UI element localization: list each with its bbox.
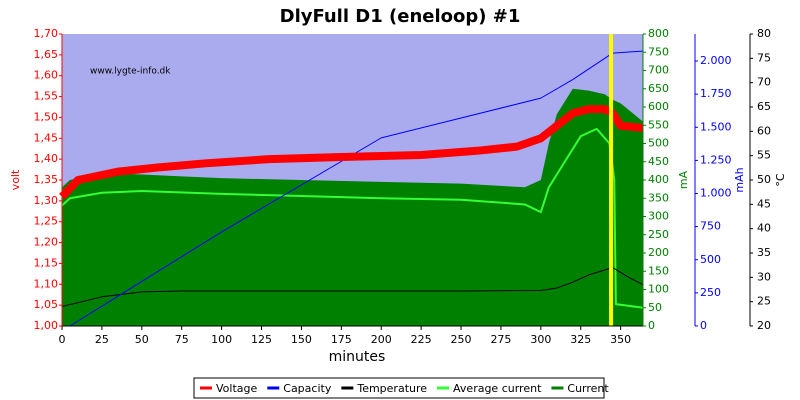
legend-label: Average current: [453, 382, 542, 395]
y-tick-label: 60: [757, 124, 771, 137]
y-tick-label: 650: [648, 82, 669, 95]
y-tick-label: 2.000: [700, 54, 732, 67]
x-tick-label: 350: [610, 333, 631, 346]
y-tick-label: 1,15: [34, 256, 59, 269]
y-tick-label: 700: [648, 64, 669, 77]
annotation: www.lygte-info.dk: [90, 67, 171, 77]
x-tick-label: 75: [175, 333, 189, 346]
chart-title: DlyFull D1 (eneloop) #1: [280, 6, 521, 27]
area: [62, 88, 643, 326]
y-tick-label: 450: [648, 155, 669, 168]
y-tick-label: 1,00: [34, 319, 59, 332]
legend-label: Current: [567, 382, 609, 395]
y-axis-label: mAh: [733, 167, 746, 192]
y-tick-label: 1,70: [34, 27, 59, 40]
y-tick-label: 1,05: [34, 298, 59, 311]
y-tick-label: 0: [648, 319, 655, 332]
legend-label: Capacity: [283, 382, 332, 395]
y-tick-label: 100: [648, 283, 669, 296]
line: [61, 267, 644, 308]
line: [59, 105, 644, 200]
y-tick-label: 200: [648, 246, 669, 259]
y-tick-label: 350: [648, 191, 669, 204]
x-tick-label: 225: [411, 333, 432, 346]
y-tick-label: 1,45: [34, 131, 59, 144]
y-tick-label: 50: [648, 301, 662, 314]
x-tick-label: 300: [530, 333, 551, 346]
y-tick-label: 1.750: [700, 87, 732, 100]
x-tick-label: 25: [95, 333, 109, 346]
y-tick-label: 1,60: [34, 69, 59, 82]
y-tick-label: 1,35: [34, 173, 59, 186]
y-tick-label: 1.250: [700, 153, 732, 166]
y-tick-label: 1,30: [34, 194, 59, 207]
y-tick-label: 300: [648, 210, 669, 223]
x-tick-label: 50: [135, 333, 149, 346]
y-tick-label: 35: [757, 246, 771, 259]
y-tick-label: 25: [757, 295, 771, 308]
y-tick-label: 45: [757, 197, 771, 210]
y-tick-label: 80: [757, 27, 771, 40]
y-tick-label: 55: [757, 149, 771, 162]
x-tick-label: 150: [291, 333, 312, 346]
y-tick-label: 50: [757, 173, 771, 186]
y-axis-label: volt: [9, 169, 22, 190]
y-tick-label: 1,50: [34, 110, 59, 123]
y-tick-label: 75: [757, 51, 771, 64]
x-tick-label: 0: [59, 333, 66, 346]
legend: [193, 377, 605, 399]
y-tick-label: 750: [700, 220, 721, 233]
y-tick-label: 1,25: [34, 215, 59, 228]
legend-label: Voltage: [216, 382, 257, 395]
y-tick-label: 1,20: [34, 236, 59, 249]
x-tick-label: 275: [490, 333, 511, 346]
y-axis-label: mA: [677, 170, 690, 189]
y-tick-label: 1,40: [34, 152, 59, 165]
y-axis-label: °C: [774, 173, 787, 187]
y-tick-label: 550: [648, 118, 669, 131]
x-axis-label: minutes: [329, 349, 386, 365]
y-tick-label: 20: [757, 319, 771, 332]
y-tick-label: 600: [648, 100, 669, 113]
x-tick-label: 175: [331, 333, 352, 346]
y-tick-label: 1,65: [34, 48, 59, 61]
y-tick-label: 70: [757, 76, 771, 89]
y-tick-label: 1.500: [700, 120, 732, 133]
x-tick-label: 325: [570, 333, 591, 346]
y-tick-label: 500: [700, 253, 721, 266]
y-tick-label: 800: [648, 27, 669, 40]
y-tick-label: 250: [648, 228, 669, 241]
y-tick-label: 750: [648, 45, 669, 58]
legend-label: Temperature: [356, 382, 427, 395]
x-tick-label: 125: [251, 333, 272, 346]
y-tick-label: 400: [648, 173, 669, 186]
x-tick-label: 100: [211, 333, 232, 346]
y-tick-label: 30: [757, 270, 771, 283]
x-tick-label: 200: [371, 333, 392, 346]
y-tick-label: 1,10: [34, 277, 59, 290]
y-tick-label: 500: [648, 137, 669, 150]
y-tick-label: 1,55: [34, 90, 59, 103]
y-tick-label: 0: [700, 319, 707, 332]
y-tick-label: 1.000: [700, 187, 732, 200]
y-tick-label: 250: [700, 286, 721, 299]
y-tick-label: 40: [757, 222, 771, 235]
y-tick-label: 65: [757, 100, 771, 113]
x-tick-label: 250: [451, 333, 472, 346]
y-tick-label: 150: [648, 264, 669, 277]
